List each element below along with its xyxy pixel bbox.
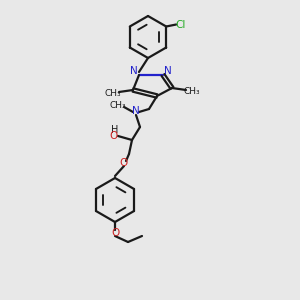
Text: N: N [130, 66, 138, 76]
Text: N: N [164, 66, 172, 76]
Text: CH₃: CH₃ [105, 88, 121, 98]
Text: CH₃: CH₃ [184, 86, 200, 95]
Text: O: O [120, 158, 128, 168]
Text: Cl: Cl [175, 20, 185, 29]
Text: N: N [132, 106, 140, 116]
Text: O: O [111, 228, 119, 238]
Text: O: O [110, 131, 118, 141]
Text: CH₃: CH₃ [110, 100, 126, 109]
Text: H: H [111, 125, 119, 135]
